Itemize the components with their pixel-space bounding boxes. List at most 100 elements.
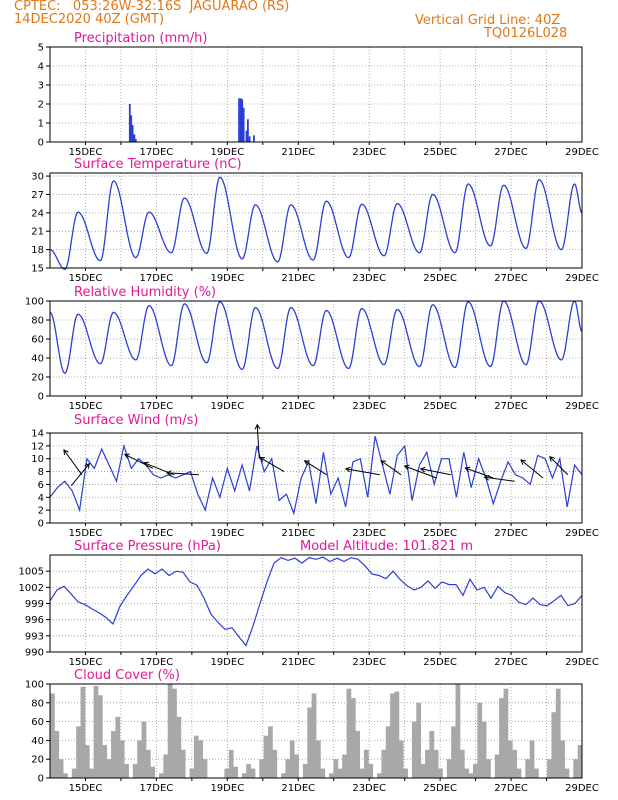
cloud-bar: [455, 684, 461, 778]
x-tick-label: 27DEC: [494, 783, 528, 794]
panel-title: Surface Pressure (hPa): [74, 539, 221, 554]
cloud-bar: [84, 745, 90, 778]
panel-6: 0 20 40 60 80 100 15DEC 17DEC 19DEC 21DEC 23DEC 25D…: [25, 668, 599, 794]
precip-bar: [248, 136, 251, 142]
cloud-bar: [512, 749, 517, 778]
x-tick-label: 21DEC: [281, 783, 315, 794]
x-tick-label: 29DEC: [565, 401, 599, 412]
y-tick-label: 15: [31, 264, 44, 275]
cloud-bar: [76, 726, 81, 778]
cloud-bar: [268, 726, 273, 778]
y-tick-label: 996: [25, 615, 44, 626]
cloud-bar: [281, 773, 286, 778]
cloud-bar: [63, 773, 68, 778]
panel-title: Surface Temperature (nC): [74, 157, 242, 172]
y-tick-label: 5: [38, 43, 44, 54]
wind-vector-head: [143, 461, 150, 467]
cloud-bar: [93, 685, 99, 778]
cloud-bar: [577, 745, 583, 778]
wind-vector: [345, 468, 380, 476]
x-tick-label: 15DEC: [69, 657, 103, 668]
x-tick-label: 21DEC: [281, 528, 315, 539]
cloud-bar: [342, 754, 347, 778]
precip-bar: [241, 99, 244, 142]
cloud-bar: [464, 768, 470, 778]
cloud-bar: [246, 763, 251, 778]
x-tick-label: 19DEC: [210, 657, 244, 668]
wind-vector: [70, 463, 90, 487]
cloud-bar: [472, 763, 478, 778]
header-run-date: 14DEC2020 40Z (GMT): [14, 12, 165, 27]
x-tick-label: 17DEC: [140, 657, 174, 668]
cloud-bar: [115, 716, 121, 778]
wind-vector-head: [344, 466, 351, 473]
cloud-bar: [272, 749, 278, 778]
cloud-bar: [394, 691, 400, 778]
y-tick-label: 1005: [19, 567, 44, 578]
y-tick-label: 20: [31, 755, 44, 766]
x-tick-label: 27DEC: [494, 528, 528, 539]
precip-bar: [247, 119, 249, 142]
cloud-bar: [71, 768, 77, 778]
x-tick-label: 29DEC: [565, 147, 599, 158]
x-tick-label: 19DEC: [210, 273, 244, 284]
cloud-bar: [58, 759, 64, 778]
wind-vector: [549, 456, 569, 476]
cloud-bar: [420, 763, 426, 778]
cloud-bar: [167, 684, 173, 778]
y-tick-label: 27: [31, 190, 44, 201]
cloud-bar: [446, 759, 452, 778]
x-tick-label: 19DEC: [210, 147, 244, 158]
y-tick-label: 100: [25, 680, 44, 691]
cloud-bar: [302, 763, 308, 778]
cloud-bar: [132, 763, 138, 778]
wind-vector-head: [84, 462, 90, 469]
precip-bar: [245, 130, 248, 142]
cloud-bar: [259, 759, 265, 778]
header-location: CPTEC: 053:26W-32:16S JAGUARAO (RS): [14, 0, 290, 14]
pressure-line: [49, 556, 583, 647]
cloud-bar: [97, 695, 103, 778]
panel-title: Precipitation (mm/h): [74, 31, 207, 46]
wind-vector: [465, 467, 494, 479]
wind-vector: [63, 449, 83, 476]
precip-bar: [253, 135, 255, 142]
cloud-bar: [529, 740, 535, 778]
cloud-bar: [350, 698, 356, 778]
cloud-bar: [189, 768, 195, 778]
wind-vector: [520, 459, 544, 479]
wind-vector: [420, 468, 451, 476]
y-tick-label: 21: [31, 227, 44, 238]
cloud-bar: [119, 740, 125, 778]
wind-vector: [259, 457, 285, 473]
cloud-bar: [316, 740, 321, 778]
y-tick-label: 0: [38, 138, 44, 149]
x-tick-label: 15DEC: [69, 147, 103, 158]
panel-2: 15 18 21 24 27 30 15DEC 17DEC 19DEC 21DEC 23DEC 25D…: [31, 157, 599, 284]
cloud-bar: [481, 721, 487, 778]
wind-vector: [304, 460, 327, 476]
cloud-bar: [224, 768, 230, 778]
cloud-bar: [564, 768, 570, 778]
cloud-bar: [233, 766, 238, 778]
y-tick-label: 18: [31, 245, 44, 256]
cloud-bar: [486, 759, 491, 778]
panel-title: Surface Wind (m/s): [74, 413, 198, 428]
y-tick-label: 10: [31, 454, 44, 465]
cloud-bar: [333, 759, 339, 778]
x-tick-label: 23DEC: [352, 657, 386, 668]
wind-vector: [166, 472, 199, 476]
precip-bar: [131, 124, 134, 142]
x-tick-label: 29DEC: [565, 657, 599, 668]
cloud-bar: [346, 688, 352, 778]
y-tick-label: 60: [31, 335, 44, 346]
panel-frame: [49, 554, 583, 653]
cloud-bar: [180, 749, 186, 778]
wind-vector-head: [254, 423, 261, 430]
x-tick-label: 15DEC: [69, 273, 103, 284]
cloud-bar: [494, 754, 500, 778]
y-tick-label: 0: [38, 392, 44, 403]
x-tick-label: 17DEC: [140, 528, 174, 539]
y-tick-label: 3: [38, 81, 44, 92]
panel-title: Relative Humidity (%): [74, 285, 216, 300]
